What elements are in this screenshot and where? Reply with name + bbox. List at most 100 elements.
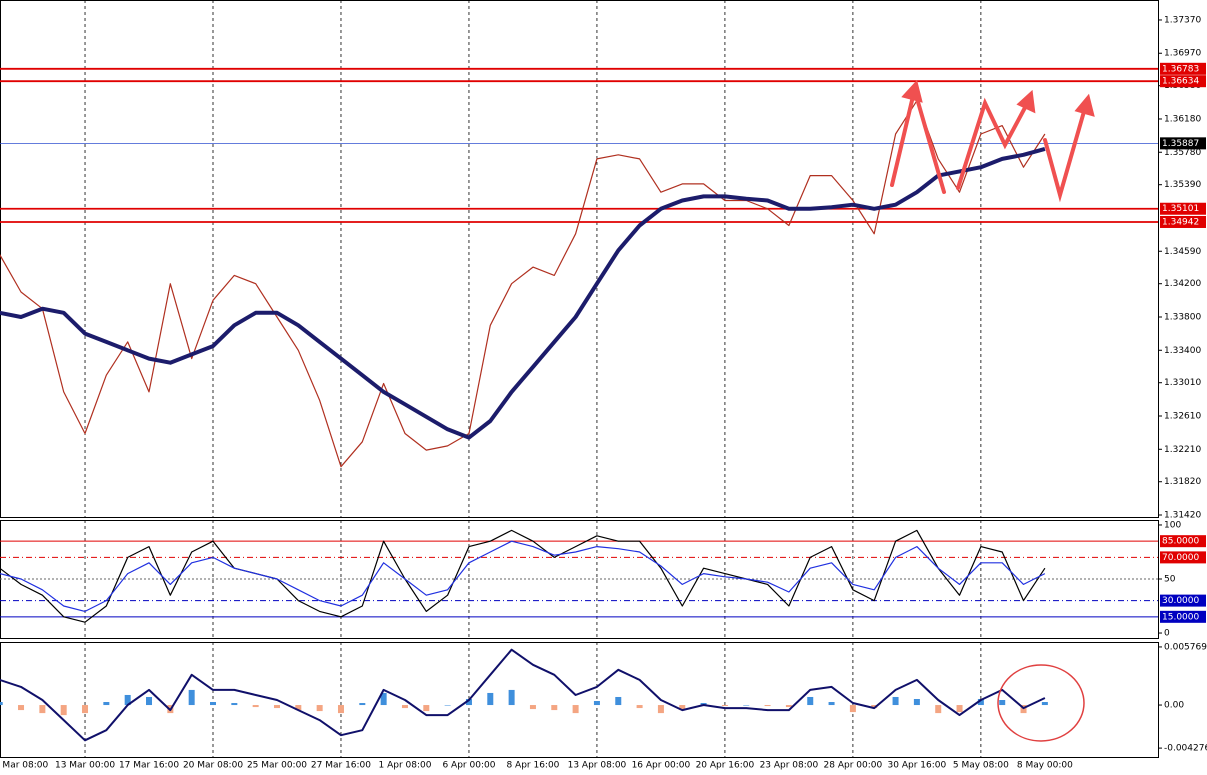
y-tick-label: 1.34200 — [1164, 279, 1201, 289]
x-tick-label: 17 Mar 16:00 — [119, 761, 179, 771]
series-line — [0, 100, 1046, 468]
annotation-arrows — [890, 79, 1095, 203]
y-tick-label: 1.36970 — [1164, 49, 1201, 59]
level-label: 1.36783 — [1162, 64, 1199, 74]
y-tick-label: 50 — [1164, 575, 1176, 585]
x-tick-label: 28 Apr 00:00 — [824, 761, 883, 771]
x-tick-label: 8 Apr 16:00 — [506, 761, 559, 771]
histogram-bar — [401, 705, 408, 709]
histogram-bar — [508, 689, 515, 706]
histogram-bar — [999, 700, 1006, 706]
histogram-bar — [977, 698, 984, 706]
histogram-bar — [828, 702, 835, 706]
level-label: 1.34942 — [1162, 217, 1199, 227]
histogram-bar — [935, 705, 942, 714]
histogram-bar — [892, 696, 899, 706]
histogram-bar — [60, 705, 67, 716]
arrow — [956, 97, 1030, 190]
histogram-bar — [273, 705, 280, 709]
x-tick-label: 16 Apr 00:00 — [632, 761, 691, 771]
y-tick-label: 1.33010 — [1164, 378, 1201, 388]
histogram-bar — [764, 705, 771, 707]
y-tick-label: 1.31420 — [1164, 511, 1201, 521]
histogram-bar — [593, 701, 600, 706]
histogram-bar — [913, 698, 920, 706]
arrowhead — [1074, 93, 1095, 117]
x-tick-label: 27 Mar 16:00 — [311, 761, 371, 771]
histogram-bar — [316, 705, 323, 712]
histogram-bar — [231, 703, 238, 706]
histogram-bar — [380, 692, 387, 706]
histogram-bar — [743, 705, 750, 706]
histogram-bar — [615, 696, 622, 706]
level-label: 1.36634 — [1162, 77, 1199, 87]
histogram-bar — [359, 703, 366, 706]
level-label-box — [1160, 535, 1206, 548]
level-label: 30.0000 — [1162, 596, 1199, 606]
histogram-bar — [636, 705, 643, 709]
x-tick-label: 13 Apr 08:00 — [568, 761, 627, 771]
x-tick-label: 20 Apr 16:00 — [696, 761, 755, 771]
panel-frame — [0, 642, 1159, 758]
x-tick-label: 0 Mar 08:00 — [0, 761, 48, 771]
y-tick-label: 0.0057697 — [1164, 642, 1207, 652]
x-tick-label: 13 Mar 00:00 — [55, 761, 115, 771]
level-label-box — [1160, 610, 1206, 623]
x-tick-label: 1 Apr 08:00 — [378, 761, 431, 771]
level-label-box — [1160, 215, 1206, 228]
histogram-bar — [487, 692, 494, 706]
histogram-bar — [679, 705, 686, 711]
highlight-ellipse — [997, 664, 1085, 742]
histogram-bar — [82, 705, 89, 714]
y-tick-label: 1.32610 — [1164, 411, 1201, 421]
panel-frame — [0, 0, 1159, 518]
histogram-bar — [807, 696, 814, 706]
y-tick-label: 1.33400 — [1164, 346, 1201, 356]
series-line — [0, 529, 1046, 623]
histogram-bar — [657, 705, 664, 714]
y-tick-label: 0 — [1164, 629, 1170, 639]
histogram-bar — [529, 705, 536, 710]
histogram-bar — [871, 705, 878, 709]
histogram-bar — [39, 705, 46, 714]
y-tick-label: 1.35390 — [1164, 180, 1201, 190]
histogram-bar — [252, 705, 259, 708]
x-tick-label: 20 Mar 08:00 — [183, 761, 243, 771]
y-tick-label: 1.34590 — [1164, 247, 1201, 257]
histogram-bar — [721, 705, 728, 707]
x-tick-label: 6 Apr 00:00 — [442, 761, 495, 771]
level-label-box — [1160, 75, 1206, 88]
level-label: 70.0000 — [1162, 553, 1199, 563]
histogram-bar — [551, 705, 558, 711]
histogram-bar — [1041, 702, 1048, 706]
level-label-box — [1160, 551, 1206, 564]
histogram-bar — [0, 702, 3, 706]
x-tick-label: 30 Apr 16:00 — [888, 761, 947, 771]
level-label: 1.35887 — [1162, 139, 1199, 149]
histogram-bar — [465, 698, 472, 706]
y-tick-label: -0.004276 — [1164, 744, 1207, 754]
histogram-bar — [295, 705, 302, 711]
level-label-box — [1160, 62, 1206, 75]
y-tick-label: 100 — [1164, 520, 1181, 530]
y-tick-label: 1.36180 — [1164, 114, 1201, 124]
level-label: 85.0000 — [1162, 537, 1199, 547]
x-tick-label: 23 Apr 08:00 — [760, 761, 819, 771]
x-tick-label: 25 Mar 00:00 — [247, 761, 307, 771]
level-label: 1.35101 — [1162, 204, 1199, 214]
arrow — [1043, 106, 1087, 203]
y-tick-label: 0.00 — [1164, 701, 1184, 711]
level-label-box — [1160, 594, 1206, 607]
arrow — [890, 90, 916, 187]
histogram-bar — [124, 694, 131, 706]
series-line — [0, 540, 1046, 612]
histogram-bar — [785, 705, 792, 708]
histogram-bar — [572, 705, 579, 714]
series-line — [0, 648, 1046, 742]
histogram-bar — [956, 705, 963, 713]
y-tick-label: 1.32210 — [1164, 445, 1201, 455]
histogram-bar — [188, 689, 195, 706]
